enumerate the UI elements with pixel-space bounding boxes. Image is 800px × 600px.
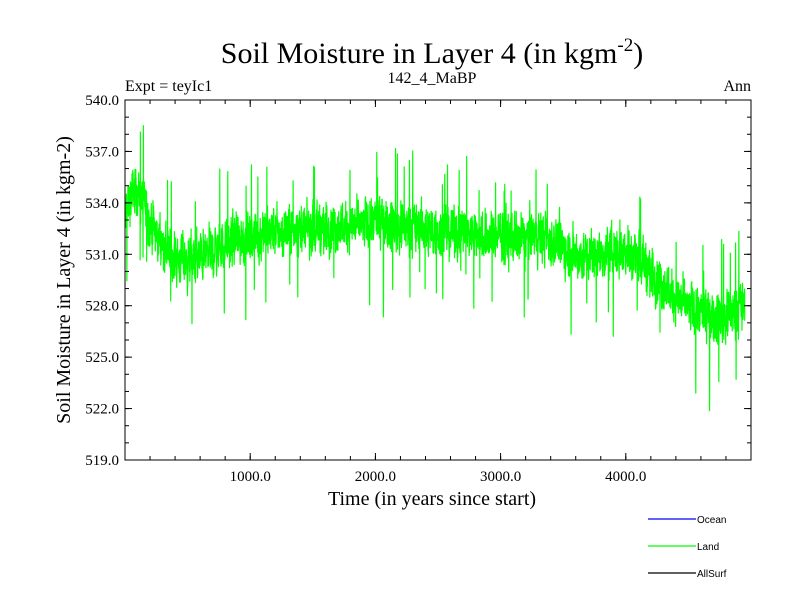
series-line-land [124,125,746,412]
season-label: Ann [723,78,751,95]
y-tick-label: 522.0 [85,402,119,418]
y-tick-label: 537.0 [85,144,119,160]
x-tick-label: 1000.0 [230,469,271,485]
y-tick-label: 540.0 [85,93,119,109]
legend-label-land: Land [697,542,719,553]
y-tick-label: 531.0 [85,247,119,263]
x-tick-label: 3000.0 [480,469,521,485]
y-axis: 519.0 522.0 525.0 528.0 531.0 534.0 537.0 540.0 [85,93,751,469]
x-axis: 1000.0 2000.0 3000.0 4000.0 [149,100,727,485]
y-tick-label: 534.0 [85,196,119,212]
legend-label-allsurf: AllSurf [697,569,727,580]
legend: Ocean Land AllSurf [648,515,727,580]
y-tick-label: 525.0 [85,350,119,366]
period-label: 142_4_MaBP [388,70,477,87]
experiment-label: Expt = teyIc1 [125,78,212,95]
legend-label-ocean: Ocean [697,515,726,526]
y-tick-label: 519.0 [85,453,119,469]
plot-frame [124,99,752,461]
y-axis-label: Soil Moisture in Layer 4 (in kgm-2) [53,136,75,424]
chart-title: Soil Moisture in Layer 4 (in kgm-2) [221,35,643,70]
y-tick-label: 528.0 [85,299,119,315]
x-tick-label: 4000.0 [605,469,646,485]
x-tick-label: 2000.0 [355,469,396,485]
x-axis-label: Time (in years since start) [328,488,536,510]
series-layer [124,125,746,412]
